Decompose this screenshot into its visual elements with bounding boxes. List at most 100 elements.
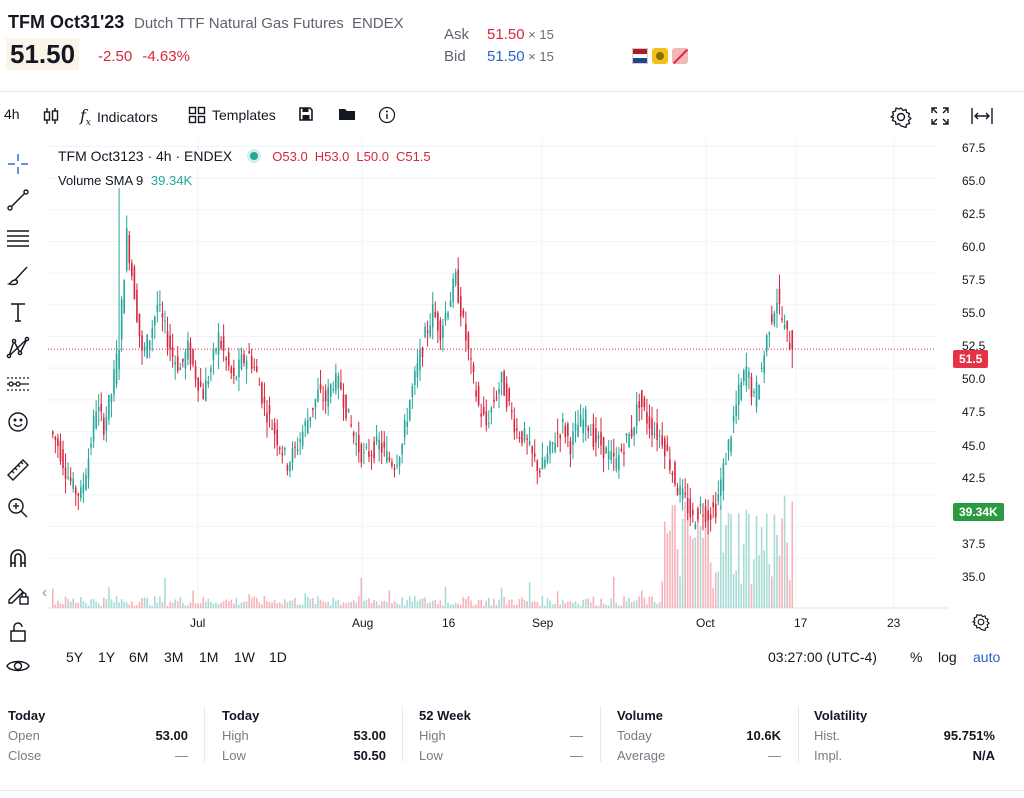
volume-legend[interactable]: Volume SMA 9 39.34K (58, 173, 192, 188)
range-1y[interactable]: 1Y (98, 649, 116, 665)
measure-tool[interactable] (4, 456, 32, 484)
range-1d[interactable]: 1D (269, 649, 287, 665)
pencil-lock-icon (8, 588, 29, 605)
candle-body (304, 421, 307, 426)
exchange-text: ENDEX (351, 15, 404, 32)
range-5y[interactable]: 5Y (66, 649, 84, 665)
fullscreen-button[interactable] (930, 106, 950, 126)
volume-bar (220, 602, 222, 608)
symbol-description: Dutch TTF Natural Gas Futures ENDEX (134, 15, 404, 32)
volume-bar (250, 597, 253, 608)
volume-bar (653, 602, 656, 608)
candle-body (365, 446, 368, 448)
y-tick: 62.5 (962, 207, 986, 221)
candle-body (735, 404, 737, 416)
timezone-clock[interactable]: 03:27:00 (UTC-4) (768, 649, 877, 665)
axis-settings-button[interactable] (972, 613, 990, 636)
candle-body (174, 362, 176, 365)
volume-bar (222, 601, 225, 608)
collapse-toolbar-icon[interactable]: ‹ (42, 584, 48, 601)
percent-scale-toggle[interactable]: % (910, 649, 923, 665)
crosshair-tool[interactable] (4, 150, 32, 178)
volume-bar (457, 603, 460, 608)
pattern-tool[interactable] (4, 334, 32, 362)
range-3m[interactable]: 3M (164, 649, 184, 665)
candle-body (773, 312, 776, 325)
price-chart[interactable] (48, 140, 948, 610)
info-button[interactable] (378, 106, 396, 124)
volume-bar (462, 596, 465, 608)
prediction-tool[interactable] (4, 370, 32, 398)
save-button[interactable] (298, 106, 314, 122)
volume-bar (182, 602, 184, 608)
candle-body (612, 452, 615, 457)
fib-tool[interactable] (4, 224, 32, 252)
zoom-tool[interactable] (4, 494, 32, 522)
volume-bar (490, 605, 493, 608)
indicators-button[interactable]: fx Indicators (80, 106, 158, 128)
candle-body (87, 458, 90, 479)
candle-body (526, 438, 528, 440)
candle-body (258, 384, 261, 386)
candle-body (383, 441, 386, 448)
x-tick: 16 (442, 616, 456, 630)
candle-body (141, 335, 143, 351)
draw-mode-tool[interactable] (4, 580, 32, 608)
trend-line-tool[interactable] (4, 186, 32, 214)
open-folder-button[interactable] (338, 106, 356, 122)
text-tool[interactable] (4, 298, 32, 326)
emoji-tool[interactable] (4, 408, 32, 436)
volume-bar (679, 576, 681, 608)
candle-type-button[interactable] (42, 106, 60, 126)
settings-button[interactable] (890, 106, 912, 128)
volume-bar (192, 590, 194, 608)
candle-body (587, 427, 590, 431)
volume-bar (52, 588, 54, 608)
volume-bar (416, 601, 419, 608)
candle-body (498, 389, 500, 394)
volume-bar (235, 597, 238, 608)
interval-button[interactable]: 4h (4, 106, 20, 122)
fit-width-button[interactable] (970, 106, 994, 126)
range-1m[interactable]: 1M (199, 649, 219, 665)
range-1w[interactable]: 1W (234, 649, 255, 665)
candle-body (396, 464, 398, 467)
volume-bar (261, 604, 263, 608)
candle-body (357, 435, 360, 453)
candle-body (138, 313, 141, 337)
volume-bar (225, 599, 227, 608)
range-6m[interactable]: 6M (129, 649, 149, 665)
volume-bar (544, 605, 546, 608)
visibility-tool[interactable] (4, 652, 32, 680)
candle-body (286, 465, 289, 471)
log-scale-toggle[interactable]: log (938, 649, 957, 665)
legend-symbol[interactable]: TFM Oct3123 · 4h · ENDEX (58, 148, 233, 164)
volume-bar (686, 505, 689, 608)
candle-body (431, 304, 434, 328)
auto-scale-toggle[interactable]: auto (973, 649, 1001, 665)
volume-bar (732, 573, 735, 608)
candle-body (335, 373, 337, 391)
volume-bar (403, 604, 406, 608)
candle-body (388, 457, 391, 461)
candle-body (633, 426, 635, 436)
y-tick: 55.0 (962, 306, 986, 320)
volume-bar (788, 580, 791, 608)
chart-legend: TFM Oct3123 · 4h · ENDEX O53.0 H53.0 L50.0… (58, 148, 438, 164)
volume-bar (771, 576, 773, 608)
volume-bar (355, 602, 358, 608)
candle-body (424, 326, 426, 338)
volume-bar (67, 598, 69, 608)
volume-bar (289, 600, 291, 608)
candle-body (567, 423, 569, 436)
volume-bar (572, 602, 574, 608)
volume-bar (123, 601, 125, 608)
volume-bar (488, 597, 490, 608)
volume-bar (171, 602, 174, 608)
lock-tool[interactable] (4, 618, 32, 646)
brush-tool[interactable] (4, 262, 32, 290)
magnet-tool[interactable] (4, 544, 32, 572)
templates-button[interactable]: Templates (188, 106, 276, 124)
candle-body (554, 442, 556, 452)
candle-body (222, 336, 225, 351)
